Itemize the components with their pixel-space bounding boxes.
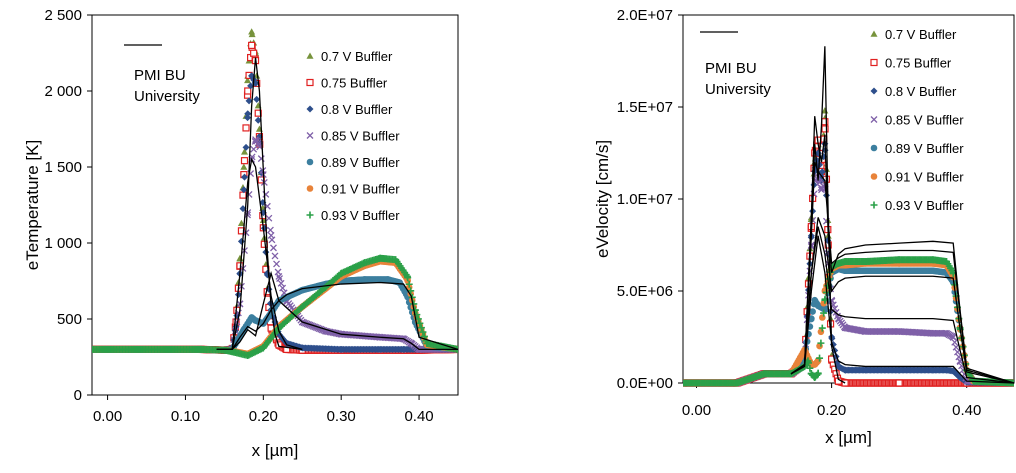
y-tick-label: 2.0E+07 — [617, 7, 673, 24]
data-point — [819, 314, 826, 321]
x-tick-label: 0.00 — [682, 402, 711, 419]
y-tick-label: 1.5E+07 — [617, 99, 673, 116]
legend-label: 0.89 V Buffler — [321, 155, 400, 170]
legend-label: 0.7 V Buffler — [321, 49, 393, 64]
x-tick-label: 0.30 — [327, 408, 356, 425]
x-tick-label: 0.00 — [93, 408, 122, 425]
data-point — [896, 267, 903, 274]
data-point — [238, 238, 245, 245]
x-axis-label: x [µm] — [825, 428, 872, 447]
legend-label: 0.8 V Buffler — [321, 102, 393, 117]
data-point — [385, 276, 392, 283]
y-tick-label: 500 — [57, 311, 82, 328]
velocity-chart: 0.0E+00 5.0E+06 1.0E+07 1.5E+07 2.0E+07 0.00 0… — [593, 7, 1016, 447]
y-tick-label: 0.0E+00 — [617, 375, 673, 392]
annotation-text: University — [705, 81, 771, 98]
data-point — [240, 164, 247, 170]
legend-marker — [307, 106, 314, 113]
legend-label: 0.93 V Buffler — [885, 198, 964, 213]
legend-marker — [307, 185, 314, 192]
data-point — [252, 317, 259, 324]
data-point — [272, 253, 278, 259]
legend-marker — [871, 202, 878, 209]
y-axis-label: eVelocity [cm/s] — [593, 140, 612, 258]
legend-label: 0.85 V Buffler — [885, 113, 964, 128]
legend-label: 0.91 V Buffler — [321, 182, 400, 197]
y-tick-label: 0 — [74, 387, 82, 404]
legend-marker — [871, 60, 877, 66]
data-point — [240, 192, 246, 198]
series — [680, 107, 1016, 386]
data-point — [862, 267, 869, 274]
data-point — [274, 261, 280, 267]
data-point — [267, 227, 273, 233]
annotation-text: PMI BU — [134, 67, 186, 84]
data-point — [396, 279, 403, 286]
legend-marker — [871, 145, 878, 152]
data-point — [952, 339, 958, 345]
legend-marker — [307, 53, 314, 59]
legend-marker — [871, 117, 877, 123]
legend-marker — [307, 212, 314, 219]
data-point — [243, 144, 250, 151]
data-point — [278, 280, 284, 286]
legend-label: 0.93 V Buffler — [321, 208, 400, 223]
legend-label: 0.85 V Buffler — [321, 129, 400, 144]
legend-marker — [871, 88, 878, 95]
data-point — [930, 267, 937, 274]
y-tick-label: 1 000 — [44, 235, 82, 252]
data-point — [268, 232, 274, 238]
legend-label: 0.91 V Buffler — [885, 170, 964, 185]
legend-label: 0.8 V Buffler — [885, 84, 957, 99]
legend-marker — [871, 31, 878, 37]
data-point — [953, 344, 959, 350]
legend-label: 0.7 V Buffler — [885, 27, 957, 42]
legend-marker — [307, 159, 314, 166]
x-tick-label: 0.20 — [249, 408, 278, 425]
data-point — [280, 285, 286, 291]
data-point — [236, 255, 243, 261]
data-point — [266, 215, 272, 221]
x-axis-label: x [µm] — [252, 441, 299, 460]
y-tick-label: 1.0E+07 — [617, 191, 673, 208]
y-tick-label: 1 500 — [44, 159, 82, 176]
data-point — [822, 306, 829, 313]
data-point — [818, 328, 825, 335]
x-tick-label: 0.40 — [952, 402, 981, 419]
annotation-text: PMI BU — [705, 60, 757, 77]
data-point — [251, 50, 257, 56]
data-point — [896, 380, 902, 386]
data-point — [361, 276, 368, 283]
temperature-chart: 0 500 1 000 1 500 2 000 2 500 0.00 0.10 0.20 0.30… — [23, 7, 462, 460]
data-point — [811, 297, 818, 304]
y-tick-label: 2 000 — [44, 83, 82, 100]
data-point — [245, 88, 251, 94]
x-tick-label: 0.20 — [817, 402, 846, 419]
y-tick-label: 2 500 — [44, 7, 82, 24]
legend-label: 0.89 V Buffler — [885, 141, 964, 156]
annotation-text: University — [134, 88, 200, 105]
legend-marker — [871, 173, 878, 180]
y-axis-label: eTemperature [K] — [23, 140, 42, 270]
data-point — [248, 28, 255, 34]
legend-marker — [307, 133, 313, 139]
x-tick-label: 0.40 — [404, 408, 433, 425]
legend-label: 0.75 Buffler — [885, 56, 952, 71]
data-point — [249, 42, 255, 48]
data-point — [242, 158, 248, 164]
legend-marker — [307, 80, 313, 86]
data-point — [251, 146, 257, 152]
legend-label: 0.75 Buffler — [321, 76, 388, 91]
data-point — [270, 245, 276, 251]
data-point — [243, 125, 249, 131]
y-tick-label: 5.0E+06 — [617, 283, 673, 300]
x-tick-label: 0.10 — [171, 408, 200, 425]
